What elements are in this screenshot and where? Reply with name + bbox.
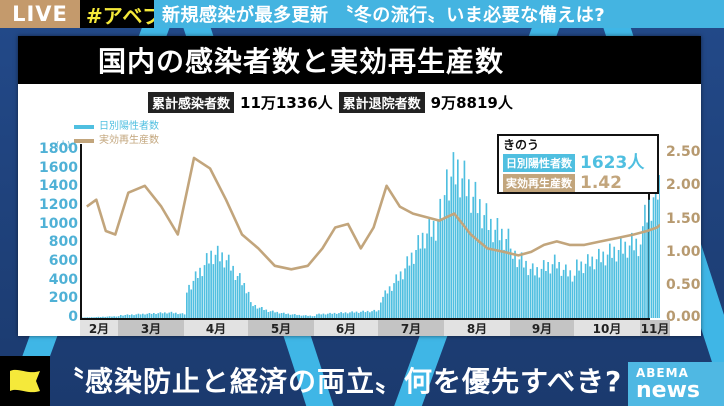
bottom-caption: 〝感染防止と経済の両立〟何を優先すべき? [56, 365, 623, 398]
y-tick-left: 200 [48, 290, 78, 306]
flag-badge [0, 356, 50, 406]
live-badge: LIVE [0, 0, 80, 28]
y-tick-right: 2.00 [666, 177, 701, 193]
legend-item-rt: 実効再生産数 [74, 134, 159, 148]
y-tick-left: 1400 [39, 178, 78, 194]
yesterday-positives-label: 日別陽性者数 [503, 154, 575, 172]
totals-row: 累計感染者数 11万1336人 累計退院者数 9万8819人 [148, 92, 513, 113]
chart-legend: 日別陽性者数 実効再生産数 [74, 120, 159, 148]
cumulative-infected-label: 累計感染者数 [148, 92, 235, 113]
legend-swatch-blue [74, 125, 94, 129]
abema-news-logo: ABEMA news [628, 362, 724, 406]
yesterday-box: きのう 日別陽性者数 1623人 実効再生産数 1.42 [497, 134, 659, 194]
left-axis-unit: (人) [56, 140, 71, 149]
y-tick-right: 0.00 [666, 309, 701, 325]
y-tick-right: 2.50 [666, 144, 701, 160]
y-tick-left: 800 [48, 234, 78, 250]
yesterday-rt-row: 実効再生産数 1.42 [503, 174, 653, 192]
y-tick-right: 1.00 [666, 244, 701, 260]
cumulative-discharged-label: 累計退院者数 [338, 92, 425, 113]
hashtag-label: #アベプラ [80, 0, 182, 28]
y-tick-right: 0.50 [666, 277, 701, 293]
bar-series-positives [82, 152, 660, 319]
x-tick: 11月 [640, 320, 670, 336]
y-tick-left: 600 [48, 253, 78, 269]
yesterday-positives-value: 1623人 [580, 153, 645, 173]
y-tick-left: 1800 [39, 141, 78, 157]
x-tick: 9月 [510, 320, 574, 336]
chart-title: 国内の感染者数と実効再生産数 [18, 36, 701, 84]
y-tick-right: 1.50 [666, 211, 701, 227]
y-tick-left: 400 [48, 272, 78, 288]
cumulative-discharged-value: 9万8819人 [430, 94, 513, 112]
legend-label: 実効再生産数 [99, 135, 159, 146]
chart-panel: 国内の感染者数と実効再生産数 累計感染者数 11万1336人 累計退院者数 9万… [18, 36, 701, 336]
yesterday-rt-value: 1.42 [580, 173, 622, 193]
logo-top-text: ABEMA [636, 366, 689, 380]
legend-label: 日別陽性者数 [99, 121, 159, 132]
x-tick: 2月 [80, 320, 118, 336]
x-tick: 3月 [118, 320, 184, 336]
x-tick: 8月 [444, 320, 510, 336]
y-tick-left: 0 [68, 309, 78, 325]
yesterday-rt-label: 実効再生産数 [503, 174, 575, 192]
y-tick-left: 1200 [39, 197, 78, 213]
y-tick-left: 1000 [39, 216, 78, 232]
bottom-caption-bar: 〝感染防止と経済の両立〟何を優先すべき? ABEMA news [0, 356, 724, 406]
yesterday-positives-row: 日別陽性者数 1623人 [503, 154, 653, 172]
x-tick: 5月 [248, 320, 314, 336]
legend-item-positives: 日別陽性者数 [74, 120, 159, 134]
headline-text: 新規感染が最多更新 〝冬の流行〟いま必要な備えは? [154, 0, 724, 28]
flag-icon [10, 369, 40, 393]
x-axis-months: 2月 3月 4月 5月 6月 7月 8月 9月 10月 11月 [80, 320, 670, 338]
yesterday-title: きのう [503, 138, 540, 152]
y-tick-left: 1600 [39, 160, 78, 176]
line-series-rt [86, 156, 660, 271]
top-ticker: LIVE #アベプラ 新規感染が最多更新 〝冬の流行〟いま必要な備えは? [0, 0, 724, 28]
x-tick: 6月 [314, 320, 378, 336]
cumulative-infected-value: 11万1336人 [240, 94, 333, 112]
x-tick: 7月 [378, 320, 444, 336]
x-tick: 4月 [184, 320, 248, 336]
logo-bottom-text: news [636, 378, 701, 403]
chart-plot-area [80, 144, 660, 320]
legend-swatch-tan [74, 139, 94, 143]
x-tick: 10月 [574, 320, 640, 336]
